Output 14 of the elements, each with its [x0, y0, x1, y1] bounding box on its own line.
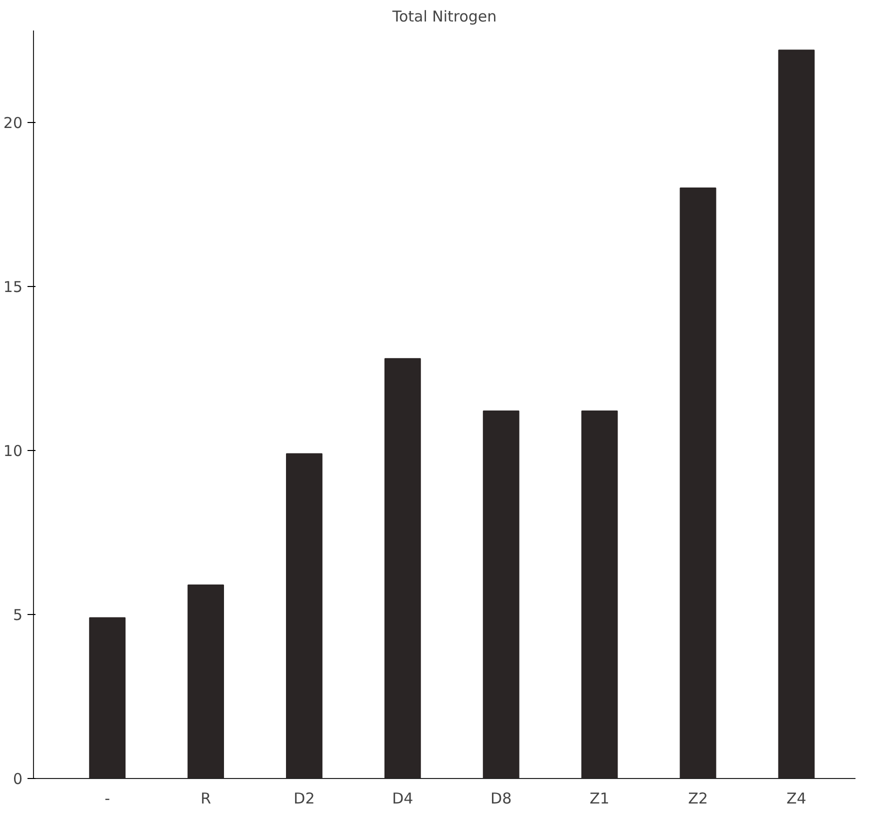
x-tick-label: R: [200, 790, 211, 808]
y-tick-label: 15: [3, 278, 23, 296]
y-tick-label: 5: [12, 606, 23, 624]
x-tick-label: Z1: [590, 790, 610, 808]
y-tick-label: 20: [3, 114, 23, 132]
x-tick-label: D4: [392, 790, 414, 808]
chart-title: Total Nitrogen: [391, 8, 497, 26]
x-tick-label: D2: [294, 790, 315, 808]
x-tick-label: D8: [490, 790, 512, 808]
x-tick-label: Z4: [786, 790, 806, 808]
x-tick-label: -: [104, 790, 110, 808]
y-tick-label: 0: [12, 770, 23, 788]
x-tick-label: Z2: [688, 790, 708, 808]
y-tick-label: 10: [3, 442, 23, 460]
